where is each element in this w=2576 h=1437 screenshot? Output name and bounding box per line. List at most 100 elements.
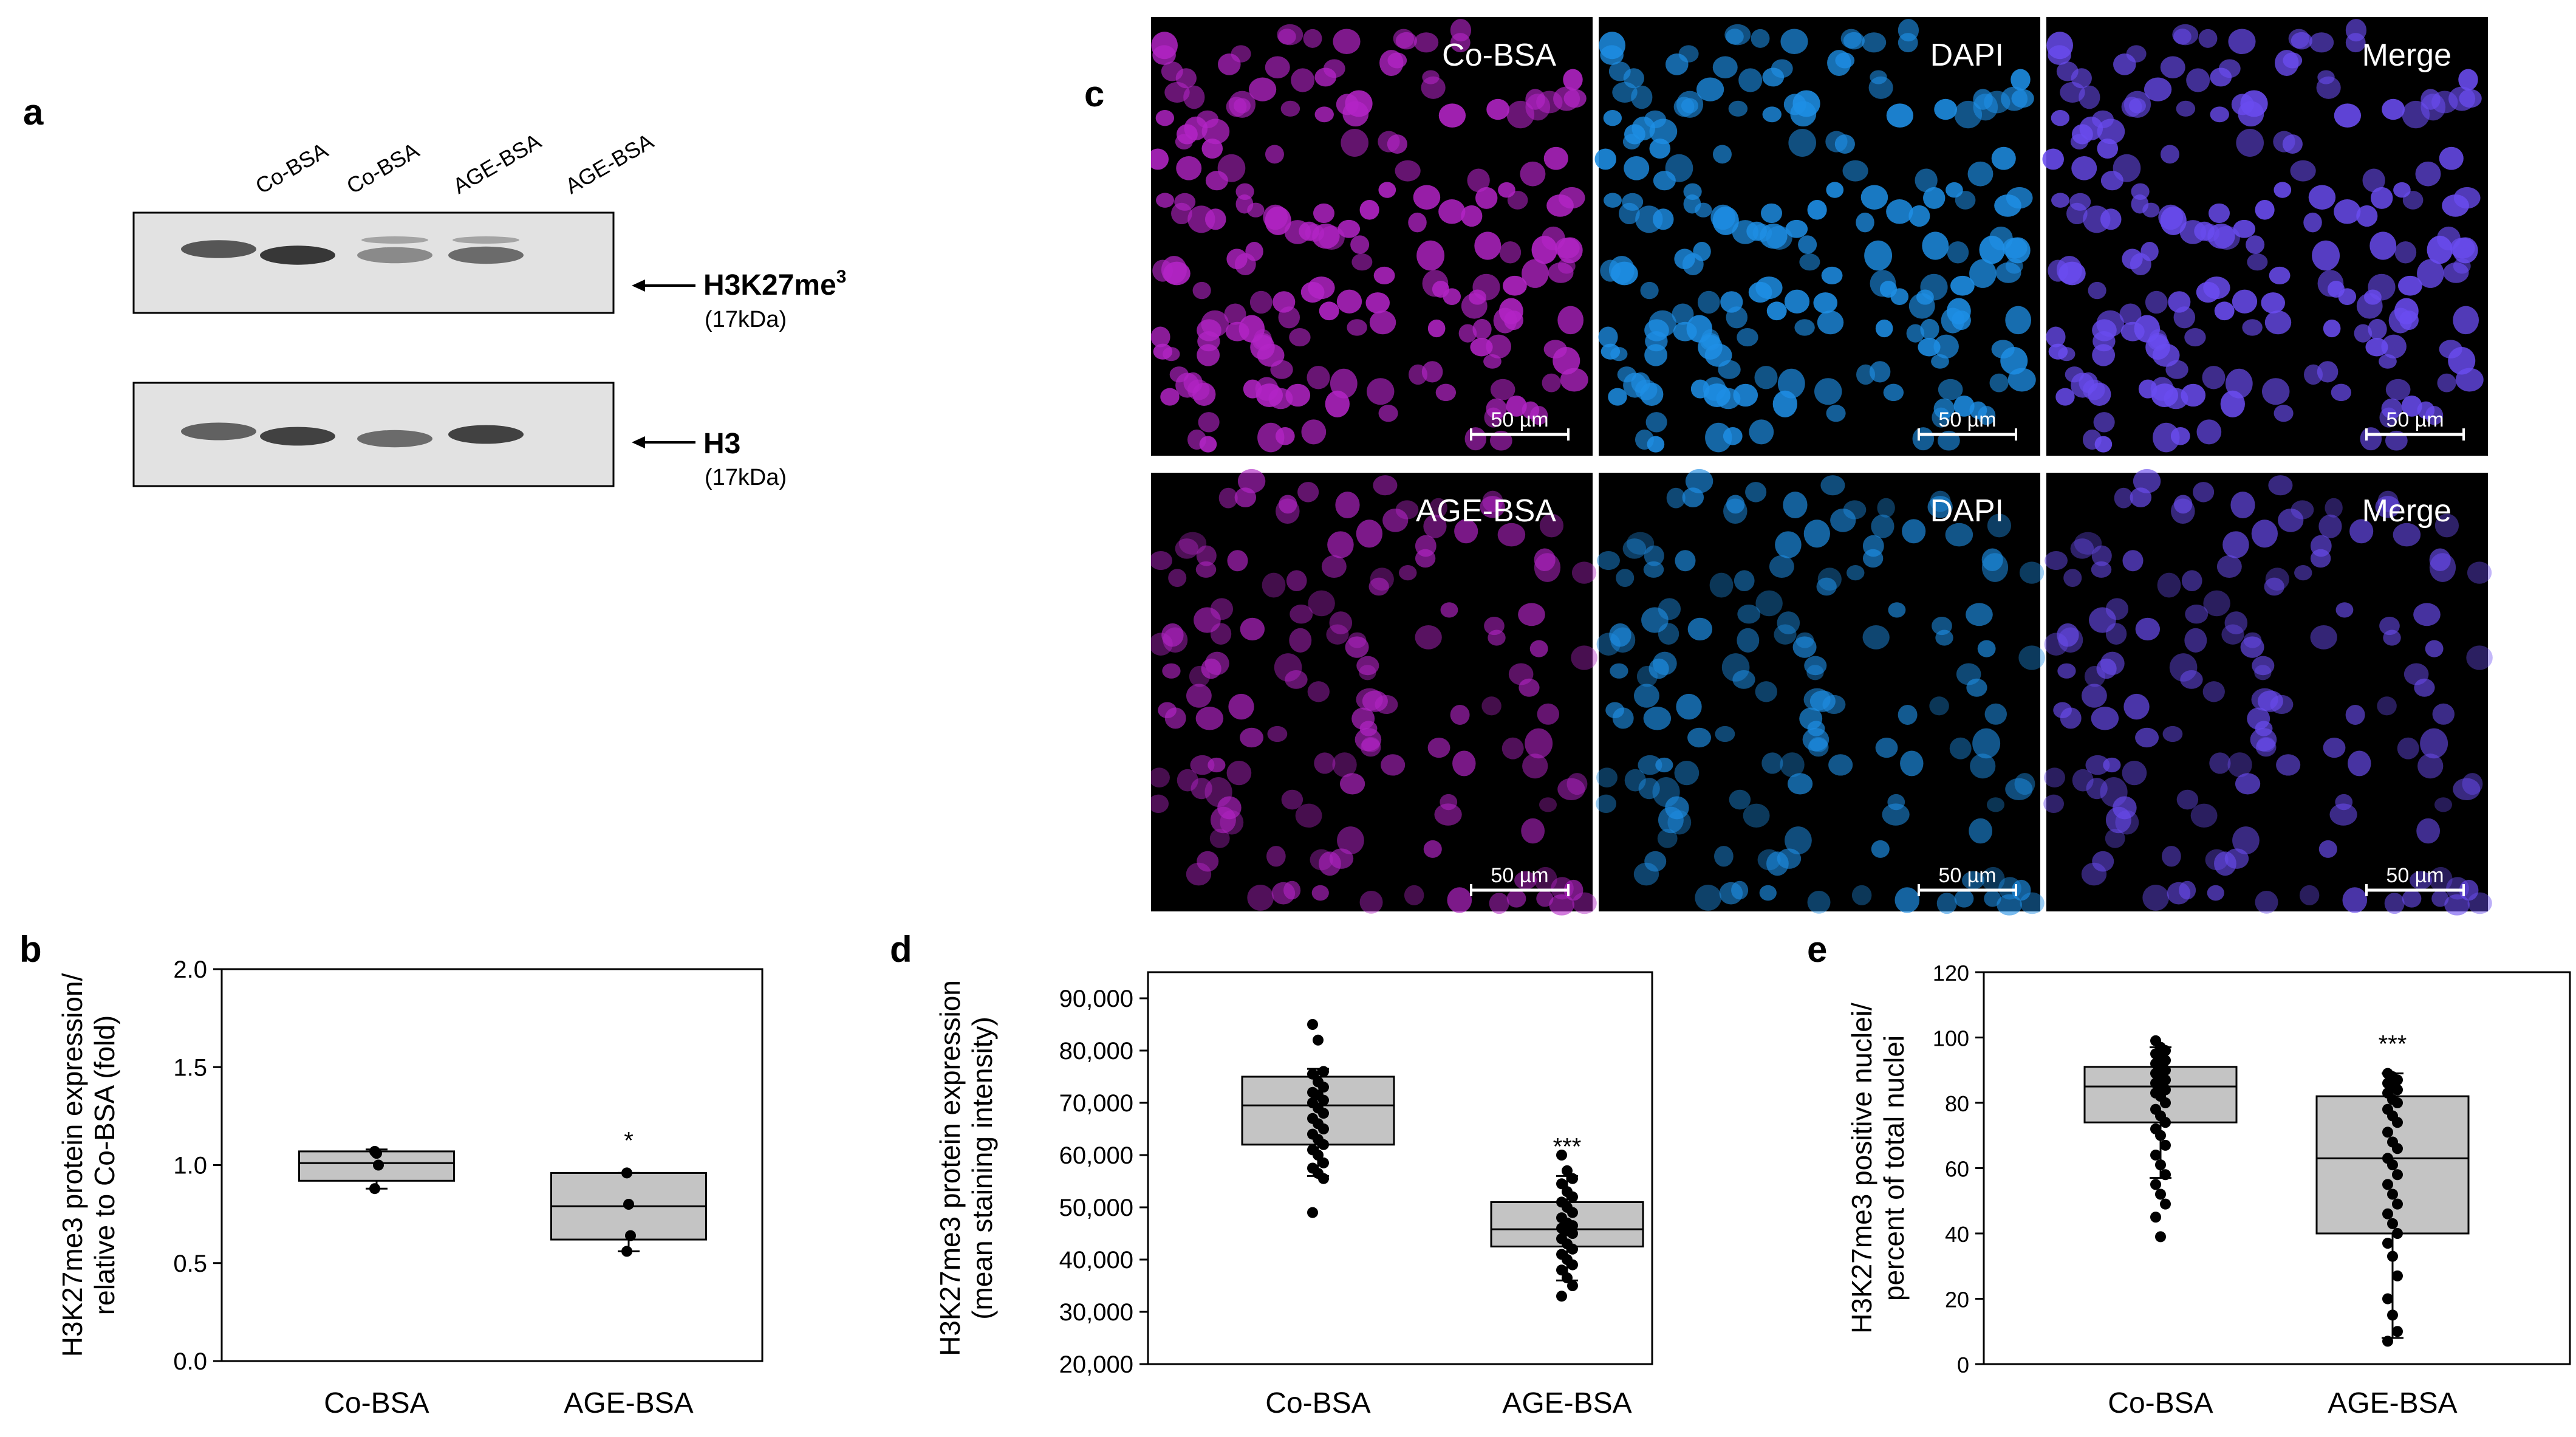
nucleus <box>1633 684 1659 708</box>
data-point <box>2387 1309 2398 1321</box>
blot-h3: H3 (17kDa) <box>132 382 787 490</box>
nucleus <box>1571 645 1597 670</box>
nucleus <box>1413 185 1441 210</box>
nucleus <box>1278 29 1296 45</box>
nucleus <box>1761 203 1783 224</box>
data-point <box>2392 1270 2403 1281</box>
nucleus <box>2278 508 2304 532</box>
nucleus <box>1927 496 1953 518</box>
micrograph-label: Co-BSA <box>1442 38 1556 73</box>
nucleus <box>2235 773 2261 795</box>
nucleus <box>2335 794 2353 811</box>
significance-label: * <box>624 1127 634 1154</box>
nucleus <box>2151 383 2179 407</box>
nucleus <box>1777 611 1800 634</box>
nucleus <box>2466 645 2493 670</box>
nucleus <box>2162 725 2183 743</box>
nucleus <box>1883 383 1904 402</box>
nucleus <box>1623 68 1644 89</box>
nucleus <box>1314 752 1336 774</box>
nucleus <box>1201 138 1223 159</box>
nucleus <box>1301 419 1327 445</box>
blot-membrane <box>132 211 615 314</box>
nucleus <box>1184 116 1208 141</box>
data-point <box>1556 1178 1567 1190</box>
lane-label: AGE-BSA <box>449 128 545 199</box>
nucleus <box>2044 767 2065 787</box>
nucleus <box>2247 253 2268 271</box>
nucleus <box>1875 319 1893 338</box>
nucleus <box>1936 893 1957 914</box>
blot-size: (17kDa) <box>705 307 787 332</box>
nucleus <box>2079 116 2103 141</box>
nucleus <box>1603 110 1622 126</box>
nucleus <box>1953 395 1975 417</box>
nucleus <box>1151 767 1170 787</box>
nucleus <box>2264 577 2284 596</box>
nucleus <box>1714 846 1734 867</box>
nucleus <box>1572 892 1597 914</box>
nucleus <box>2467 892 2492 914</box>
nucleus <box>2453 306 2479 335</box>
nucleus <box>1644 545 1664 566</box>
nucleus <box>2202 366 2226 389</box>
microscopy-grid: Co-BSA 50 µm DAPI 50 µm Merge 50 µm AGE-BSA 50 … <box>1151 17 2493 916</box>
nucleus <box>1774 624 1797 645</box>
nucleus <box>1825 131 1848 153</box>
nucleus <box>2214 301 2235 321</box>
nucleus <box>1176 156 1202 180</box>
blot-band <box>448 425 524 444</box>
nucleus <box>1502 737 1524 760</box>
nucleus <box>2105 829 2125 848</box>
nucleus <box>2046 32 2073 60</box>
nucleus <box>1817 568 1842 591</box>
nucleus <box>2160 145 2179 164</box>
nucleus <box>1842 160 1868 182</box>
nucleus <box>1228 693 1254 720</box>
nucleus <box>1997 894 2022 916</box>
data-point <box>2382 1336 2393 1347</box>
nucleus <box>1359 890 1383 914</box>
data-point <box>2382 1208 2393 1219</box>
nucleus <box>2186 68 2210 92</box>
nucleus <box>2190 803 2218 828</box>
nucleus <box>1291 68 1315 92</box>
nucleus <box>1799 253 1820 271</box>
nucleus <box>1972 728 2001 759</box>
nucleus <box>1522 259 1549 288</box>
nucleus <box>1373 475 1398 496</box>
nucleus <box>1803 520 1830 548</box>
nucleus <box>1539 797 1557 812</box>
nucleus <box>1991 146 2016 170</box>
nucleus <box>1566 773 1588 795</box>
nucleus <box>1729 789 1751 810</box>
nucleus <box>1989 373 2009 393</box>
data-point <box>625 1230 636 1241</box>
blot-band <box>260 427 335 446</box>
nucleus <box>1175 68 1197 89</box>
data-point <box>2160 1097 2171 1108</box>
nucleus <box>1956 663 1981 685</box>
nucleus <box>1666 53 1689 75</box>
nucleus <box>1520 161 1546 187</box>
lane-label: AGE-BSA <box>561 128 658 199</box>
nucleus <box>2103 757 2121 773</box>
nucleus <box>1726 495 1745 514</box>
nucleus <box>1395 160 1421 182</box>
nucleus <box>2252 656 2275 676</box>
data-point <box>2160 1139 2171 1151</box>
nucleus <box>2081 684 2107 708</box>
nucleus <box>1262 572 1286 598</box>
nucleus <box>1373 266 1395 284</box>
nucleus <box>2131 183 2150 201</box>
nucleus <box>2251 520 2278 548</box>
nucleus <box>1235 183 1254 201</box>
nucleus <box>2144 77 2172 101</box>
nucleus <box>1327 531 1354 558</box>
y-axis-label-line: H3K27me3 protein expression <box>934 980 966 1356</box>
data-point <box>2392 1169 2403 1181</box>
nucleus <box>1954 890 1974 908</box>
nucleus <box>1155 110 1175 126</box>
nucleus <box>1705 422 1732 453</box>
nucleus <box>1525 94 1551 121</box>
